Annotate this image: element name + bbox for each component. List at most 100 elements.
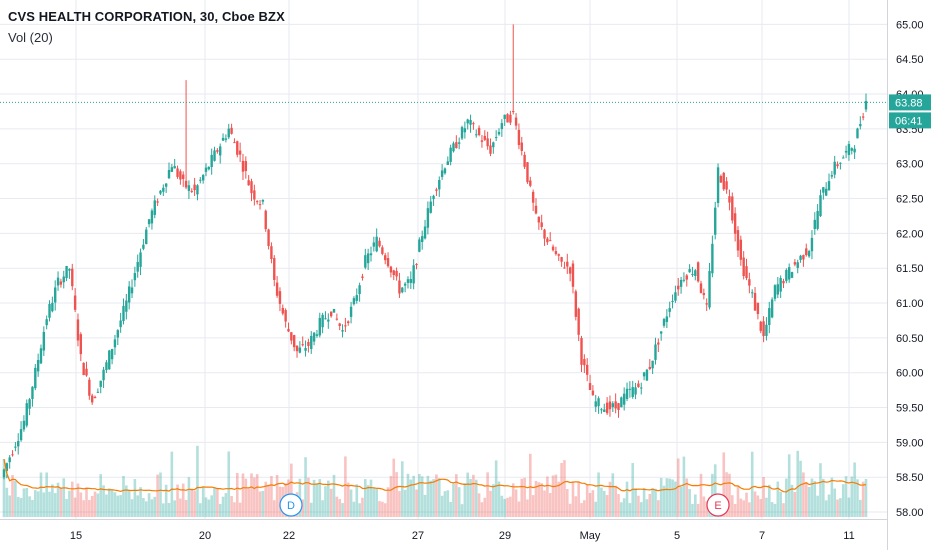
volume-bar	[398, 491, 401, 517]
volume-bar	[122, 475, 125, 517]
volume-bar	[429, 480, 433, 517]
candle-body	[685, 275, 688, 280]
volume-bar	[526, 499, 529, 517]
volume-bar	[446, 490, 450, 517]
volume-bar	[193, 490, 196, 517]
candle-body	[426, 208, 430, 228]
candle-body	[341, 330, 344, 332]
candle-body	[201, 175, 205, 181]
volume-bar	[713, 464, 717, 517]
volume-bar	[443, 491, 447, 517]
candle-body	[455, 142, 458, 149]
price-tick-label: 62.00	[896, 228, 924, 240]
volume-bar	[415, 489, 418, 517]
candle-body	[355, 295, 358, 301]
volume-bar	[509, 496, 512, 517]
volume-bar	[364, 479, 367, 517]
volume-bar	[725, 472, 728, 517]
volume-bar	[62, 478, 66, 517]
candle-body	[327, 319, 330, 322]
volume-bar	[756, 495, 760, 517]
volume-bar	[366, 485, 370, 517]
candle-body	[244, 161, 248, 172]
volume-bar	[167, 503, 171, 517]
price-tick-label: 58.00	[896, 507, 924, 519]
candle-body	[278, 291, 282, 304]
volume-bar	[406, 473, 410, 517]
volume-bar	[503, 498, 506, 517]
volume-bar	[435, 474, 438, 517]
candle-body	[287, 328, 290, 332]
candle-body	[384, 255, 387, 261]
volume-bar	[247, 488, 250, 517]
volume-bar	[244, 478, 248, 517]
candle-body	[657, 342, 660, 345]
volume-bar	[486, 472, 489, 517]
candle-body	[139, 252, 142, 267]
candle-body	[364, 255, 367, 268]
candle-body	[25, 403, 28, 426]
candle-body	[725, 181, 728, 190]
volume-bar	[565, 489, 569, 517]
candle-body	[113, 339, 117, 348]
candle-body	[312, 332, 316, 342]
candle-body	[836, 164, 839, 167]
candle-body	[452, 143, 455, 152]
volume-bar	[534, 480, 538, 517]
candle-body	[275, 282, 279, 296]
volume-bar	[591, 490, 595, 517]
candle-body	[640, 387, 643, 389]
volume-bar	[105, 494, 108, 517]
volume-bar	[833, 488, 837, 517]
candle-body	[207, 166, 211, 170]
volume-bar	[207, 499, 211, 517]
volume-indicator-label[interactable]: Vol (20)	[8, 30, 53, 45]
volume-bar	[210, 495, 213, 517]
volume-ma-line	[3, 458, 867, 493]
candle-body	[176, 168, 179, 177]
price-tick-label: 60.00	[896, 368, 924, 380]
time-tick-label: 20	[199, 530, 211, 542]
candle-body	[705, 303, 708, 305]
dividend-marker[interactable]	[279, 493, 303, 517]
volume-bar	[779, 491, 782, 517]
legend: CVS HEALTH CORPORATION, 30, Cboe BZX Vol…	[8, 9, 285, 45]
candle-body	[688, 269, 691, 273]
chart-title[interactable]: CVS HEALTH CORPORATION, 30, Cboe BZX	[8, 9, 285, 24]
candles	[2, 24, 868, 480]
candle-body	[759, 321, 762, 331]
volume-bar	[685, 478, 689, 517]
candle-body	[375, 236, 378, 252]
candle-body	[361, 276, 364, 278]
volume-bar	[82, 500, 85, 517]
volume-bar	[645, 499, 649, 517]
candle-body	[782, 280, 785, 284]
volume-bar	[588, 492, 592, 517]
candle-body	[264, 210, 267, 230]
candle-body	[477, 127, 481, 135]
candle-body	[819, 195, 822, 217]
candle-body	[731, 196, 734, 221]
candle-body	[335, 318, 339, 320]
candle-body	[642, 372, 646, 377]
volume-bar	[480, 502, 484, 517]
volume-bar	[327, 480, 330, 517]
candle-body	[768, 308, 771, 326]
volume-bar	[457, 487, 461, 517]
volume-bar	[375, 488, 378, 517]
candle-body	[810, 237, 814, 252]
volume-bar	[42, 492, 46, 517]
volume-bar	[477, 493, 481, 517]
volume-bar	[511, 483, 515, 517]
earnings-marker[interactable]	[706, 493, 730, 517]
candle-body	[543, 229, 546, 239]
candle-body	[420, 236, 424, 242]
price-tick-label: 63.00	[896, 159, 924, 171]
candle-body	[483, 135, 486, 140]
candle-body	[182, 174, 185, 179]
volume-bar	[822, 478, 825, 517]
candle-body	[463, 128, 467, 133]
candle-body	[429, 201, 432, 213]
